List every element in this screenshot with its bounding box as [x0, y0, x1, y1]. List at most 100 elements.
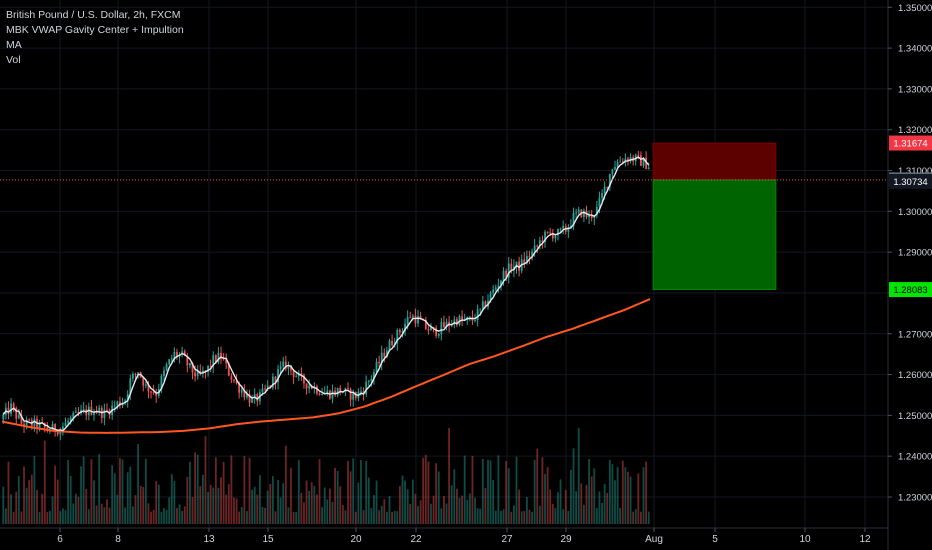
candle-body [287, 365, 290, 369]
volume-bar [124, 507, 127, 524]
candle-body [497, 285, 500, 288]
candle-body [95, 412, 98, 414]
volume-bar [129, 466, 132, 524]
volume-bar [603, 483, 606, 524]
candle-body [165, 364, 168, 371]
volume-bar [642, 467, 645, 524]
volume-bar [380, 505, 383, 524]
volume-bar [414, 493, 417, 524]
y-tick-label: 1.26000 [898, 370, 932, 381]
candle-body [160, 376, 163, 390]
stop-loss-zone[interactable] [652, 142, 777, 181]
volume-bar [74, 493, 77, 524]
volume-bar [116, 494, 119, 524]
candle-body [227, 363, 230, 376]
candle-body [642, 157, 645, 166]
candle-body [443, 322, 445, 328]
volume-bar [567, 510, 570, 524]
candle-body [170, 358, 173, 360]
candle-body [640, 155, 642, 166]
candle-body [417, 316, 419, 324]
volume-bar [134, 495, 137, 524]
candle-body [266, 385, 269, 389]
candle-body [189, 363, 191, 366]
volume-bar [489, 460, 492, 524]
volume-bar [23, 466, 25, 524]
volume-bar [557, 492, 559, 524]
indicator-label[interactable]: MBK VWAP Gavity Center + Impultion [6, 24, 184, 36]
candle-body [502, 270, 505, 281]
volume-bar [634, 508, 637, 524]
short-position-tool[interactable] [652, 142, 777, 290]
candle-body [440, 322, 443, 334]
price-tag-label: 1.30734 [893, 177, 927, 188]
candle-body [173, 351, 176, 359]
candle-body [404, 323, 406, 331]
volume-bar [546, 467, 549, 524]
candle-body [370, 378, 373, 381]
candle-body [455, 319, 458, 325]
volume-bar [411, 479, 414, 524]
volume-bar [570, 469, 572, 524]
candle-body [235, 380, 238, 384]
y-axis[interactable]: 1.35000 1.34000 1.33000 1.32000 1.31000 1.300… [887, 0, 932, 550]
candle-body [544, 231, 546, 243]
volume-bar [437, 471, 440, 524]
volume-bar [113, 473, 116, 524]
candle-body [647, 167, 650, 170]
volume-bar [220, 477, 222, 524]
volume-bar [181, 511, 184, 524]
volume-bar [25, 487, 28, 524]
ma-label[interactable]: MA [6, 39, 22, 51]
volume-bar [160, 511, 163, 524]
volume-bar [616, 467, 619, 524]
volume-bar [323, 487, 326, 524]
candle-body [67, 421, 70, 423]
candle-body [261, 388, 264, 393]
volume-bar [572, 448, 575, 524]
volume-bar [271, 476, 274, 524]
volume-bar [373, 495, 375, 524]
volume-label[interactable]: Vol [6, 54, 21, 66]
volume-bar [341, 505, 344, 524]
candle-body [474, 319, 476, 321]
candle-body [603, 186, 606, 194]
x-axis: 6 8 13 15 20 22 27 29 Aug 5 10 12 [0, 527, 888, 550]
candle-body [492, 289, 495, 293]
volume-bar [520, 511, 523, 524]
volume-bar [100, 503, 103, 524]
price-tag [889, 135, 932, 151]
volume-bar [632, 511, 635, 524]
candle-body [17, 415, 20, 419]
volume-bar [401, 475, 404, 524]
volume-bar [150, 511, 152, 524]
candle-body [445, 321, 448, 328]
candle-body [194, 372, 197, 377]
x-tick-label: 5 [712, 534, 718, 545]
volume-bar [627, 471, 629, 524]
x-tick-label: Aug [645, 534, 663, 545]
volume-bar [264, 507, 266, 524]
candle-body [155, 393, 158, 396]
volume-bar [261, 507, 264, 524]
volume-bar [214, 457, 217, 524]
volume-bar [487, 459, 489, 524]
volume-bar [409, 503, 412, 524]
candle-body [199, 370, 202, 374]
symbol-title[interactable]: British Pound / U.S. Dollar, 2h, FXCM [6, 9, 181, 21]
volume-bar [189, 461, 191, 524]
price-tag-label: 1.31674 [893, 139, 927, 150]
take-profit-zone[interactable] [652, 179, 777, 290]
candle-body [106, 409, 108, 411]
candle-body [507, 263, 510, 278]
candle-body [152, 391, 155, 394]
volume-bar [54, 465, 57, 524]
candle-body [33, 418, 36, 427]
volume-bar [147, 503, 150, 524]
volume-bar [507, 468, 510, 524]
volume-bar [313, 486, 316, 524]
volume-bar [269, 484, 272, 524]
candle-body [28, 419, 31, 421]
volume-bar [435, 463, 438, 524]
